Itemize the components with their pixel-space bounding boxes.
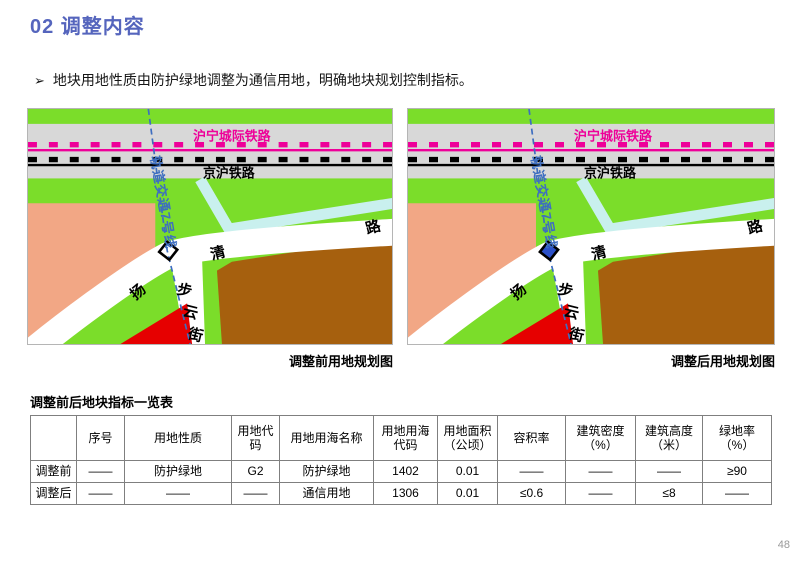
table-title: 调整前后地块指标一览表	[30, 395, 174, 410]
residential-area	[408, 203, 536, 344]
map-after-svg: 沪宁城际铁路 京沪铁路 轨道交通7号线 清 路 扬 步 云 街	[408, 109, 774, 344]
page-number: 48	[777, 539, 790, 551]
table-cell: ——	[635, 460, 703, 483]
table-cell: ——	[565, 482, 636, 505]
main-road	[28, 218, 392, 344]
road-name-char-qing: 清	[208, 242, 227, 263]
bullet-text: 地块用地性质由防护绿地调整为通信用地，明确地块规划控制指标。	[52, 72, 473, 88]
column-header: 容积率	[497, 415, 566, 461]
table-cell: 1306	[373, 482, 438, 505]
column-header: 建筑密度（%）	[565, 415, 636, 461]
table-cell: 0.01	[437, 482, 498, 505]
table-cell: ——	[76, 482, 125, 505]
table-cell: ——	[76, 460, 125, 483]
jinghu-rail-label: 京沪铁路	[584, 165, 637, 180]
bullet-arrow-icon: ➢	[34, 73, 45, 88]
metro-line-7-dashed	[147, 109, 191, 344]
red-parcel	[120, 303, 193, 344]
caption-map-before: 调整前用地规划图	[288, 354, 393, 369]
brown-parcel	[598, 236, 774, 344]
table-cell: 1402	[373, 460, 438, 483]
street-char-jie: 街	[566, 324, 586, 344]
table-cell: ≤8	[635, 482, 703, 505]
table-cell: 0.01	[437, 460, 498, 483]
column-header: 用地用海代码	[373, 415, 438, 461]
row-label: 调整前	[30, 460, 77, 483]
jinghu-rail-label: 京沪铁路	[203, 165, 255, 180]
column-header: 建筑高度（米）	[635, 415, 703, 461]
column-header: 用地用海名称	[279, 415, 374, 461]
caption-map-after: 调整后用地规划图	[670, 354, 775, 369]
street-char-jie: 街	[185, 324, 205, 344]
street-char-bu: 步	[175, 281, 194, 301]
table-cell: ——	[231, 482, 280, 505]
column-header: 序号	[76, 415, 125, 461]
land-use-map-after: 沪宁城际铁路 京沪铁路 轨道交通7号线 清 路 扬 步 云 街	[407, 108, 775, 345]
road-name-char-lu: 路	[364, 217, 383, 238]
plot-marker-before	[157, 239, 180, 262]
street-char-yun: 云	[562, 303, 581, 323]
plot-marker-after	[538, 239, 560, 262]
map-before-svg: 沪宁城际铁路 京沪铁路 轨道交通7号线 清 路 扬 步 云 街	[28, 109, 392, 344]
intercity-rail-label: 沪宁城际铁路	[193, 129, 271, 144]
table-row: 调整后 —— —— —— 通信用地 1306 0.01 ≤0.6 —— ≤8 ——	[30, 482, 772, 505]
column-header: 用地代码	[231, 415, 280, 461]
road-name-char-lu: 路	[745, 216, 765, 237]
table-row: 调整前 —— 防护绿地 G2 防护绿地 1402 0.01 —— —— —— ≥90	[30, 460, 772, 483]
street-char-bu: 步	[556, 281, 575, 301]
water-channel	[576, 176, 774, 235]
brown-parcel	[216, 236, 392, 344]
table-cell: ≤0.6	[497, 482, 566, 505]
table-cell: ——	[702, 482, 772, 505]
bullet-line: ➢ 地块用地性质由防护绿地调整为通信用地，明确地块规划控制指标。	[34, 70, 473, 90]
table-cell: G2	[231, 460, 280, 483]
water-channel	[195, 176, 392, 235]
land-use-map-before: 沪宁城际铁路 京沪铁路 轨道交通7号线 清 路 扬 步 云 街	[27, 108, 393, 345]
table-cell: ——	[124, 482, 232, 505]
column-header: 绿地率（%）	[702, 415, 772, 461]
table-cell: 防护绿地	[124, 460, 232, 483]
intercity-rail-label: 沪宁城际铁路	[574, 129, 653, 144]
column-header	[30, 415, 77, 461]
buyun-street-road	[549, 245, 586, 344]
page-title: 02 调整内容	[30, 16, 145, 38]
table-cell: ——	[497, 460, 566, 483]
street-char-yun: 云	[181, 304, 199, 323]
table-cell: ——	[565, 460, 636, 483]
table-cell: ≥90	[702, 460, 772, 483]
road-name-char-qing: 清	[589, 242, 608, 263]
red-parcel	[501, 303, 573, 344]
table-cell: 防护绿地	[279, 460, 374, 483]
column-header: 用地面积（公顷）	[437, 415, 498, 461]
indicator-table: 序号 用地性质 用地代码 用地用海名称 用地用海代码 用地面积（公顷） 容积率 建筑密度（%）…	[30, 415, 772, 505]
buyun-street-road	[168, 245, 206, 344]
table-cell: 通信用地	[279, 482, 374, 505]
column-header: 用地性质	[124, 415, 232, 461]
table-header-row: 序号 用地性质 用地代码 用地用海名称 用地用海代码 用地面积（公顷） 容积率 建筑密度（%）…	[30, 415, 772, 461]
row-label: 调整后	[30, 482, 77, 505]
residential-area	[28, 203, 156, 344]
